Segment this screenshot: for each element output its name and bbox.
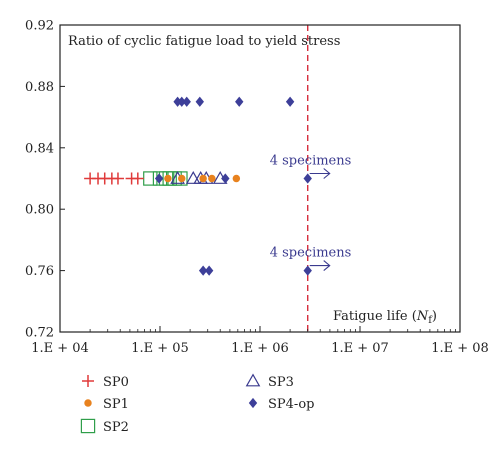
y-axis-label: Ratio of cyclic fatigue load to yield st… bbox=[68, 34, 340, 49]
data-point bbox=[111, 172, 124, 185]
data-point bbox=[221, 173, 230, 184]
data-point bbox=[199, 174, 207, 183]
y-axis: 0.72 0.76 0.80 0.84 0.88 0.92 bbox=[25, 19, 65, 341]
y-tick-label: 0.88 bbox=[25, 80, 54, 95]
data-point bbox=[84, 399, 92, 407]
legend-label: SP1 bbox=[103, 397, 129, 412]
data-point bbox=[185, 170, 201, 184]
legend-item: SP0 bbox=[82, 375, 129, 390]
data-point bbox=[245, 373, 261, 387]
data-point bbox=[235, 96, 244, 107]
legend-label: SP0 bbox=[103, 375, 129, 390]
x-tick-label: 1.E + 04 bbox=[31, 341, 89, 356]
specimen-annotation: 4 specimens bbox=[270, 246, 352, 261]
series-sp4-op bbox=[154, 96, 312, 276]
legend-label: SP4-op bbox=[268, 397, 314, 412]
data-point bbox=[208, 174, 216, 183]
y-tick-label: 0.80 bbox=[25, 203, 54, 218]
legend-label: SP3 bbox=[268, 375, 294, 390]
x-axis: 1.E + 04 1.E + 05 1.E + 06 1.E + 07 1.E + 08 bbox=[31, 326, 489, 356]
data-point bbox=[303, 265, 312, 276]
plot-area bbox=[84, 25, 312, 332]
arrow-right-icon bbox=[309, 260, 331, 272]
specimen-annotation: 4 specimens bbox=[270, 154, 352, 169]
data-point bbox=[232, 174, 241, 183]
y-tick-label: 0.92 bbox=[25, 19, 54, 34]
series-sp1 bbox=[164, 174, 241, 183]
legend-item: SP1 bbox=[84, 397, 129, 412]
y-tick-label: 0.84 bbox=[25, 141, 54, 156]
x-tick-label: 1.E + 06 bbox=[231, 341, 289, 356]
legend: SP0 SP1 SP2 SP3 SP4-op bbox=[80, 373, 314, 435]
data-point bbox=[285, 96, 295, 107]
y-tick-label: 0.72 bbox=[25, 326, 54, 341]
annotations: 4 specimens 4 specimens bbox=[270, 154, 352, 272]
data-point bbox=[82, 375, 94, 387]
data-point bbox=[195, 96, 204, 107]
legend-label: SP2 bbox=[103, 420, 129, 435]
x-axis-label-text: Fatigue life bbox=[333, 309, 408, 324]
x-axis-label-subscript: f bbox=[428, 315, 433, 326]
x-tick-label: 1.E + 08 bbox=[431, 341, 489, 356]
series-sp0 bbox=[84, 172, 144, 185]
data-point bbox=[177, 96, 186, 107]
data-point bbox=[164, 174, 172, 183]
data-point bbox=[248, 397, 258, 409]
legend-item: SP4-op bbox=[248, 397, 314, 412]
arrow-right-icon bbox=[309, 168, 331, 179]
y-tick-label: 0.76 bbox=[25, 264, 54, 279]
x-axis-label: Fatigue life (Nf) bbox=[333, 309, 437, 326]
data-point bbox=[178, 174, 186, 183]
data-point bbox=[198, 265, 208, 276]
x-tick-label: 1.E + 05 bbox=[131, 341, 189, 356]
data-point bbox=[182, 96, 191, 107]
data-point bbox=[131, 172, 144, 185]
x-tick-label: 1.E + 07 bbox=[331, 341, 389, 356]
data-point bbox=[204, 265, 214, 276]
data-point bbox=[303, 173, 312, 184]
x-axis-label-symbol: N bbox=[416, 309, 429, 324]
data-point bbox=[154, 173, 164, 184]
legend-item: SP3 bbox=[245, 373, 294, 390]
legend-item: SP2 bbox=[80, 418, 129, 435]
data-point bbox=[80, 418, 96, 434]
